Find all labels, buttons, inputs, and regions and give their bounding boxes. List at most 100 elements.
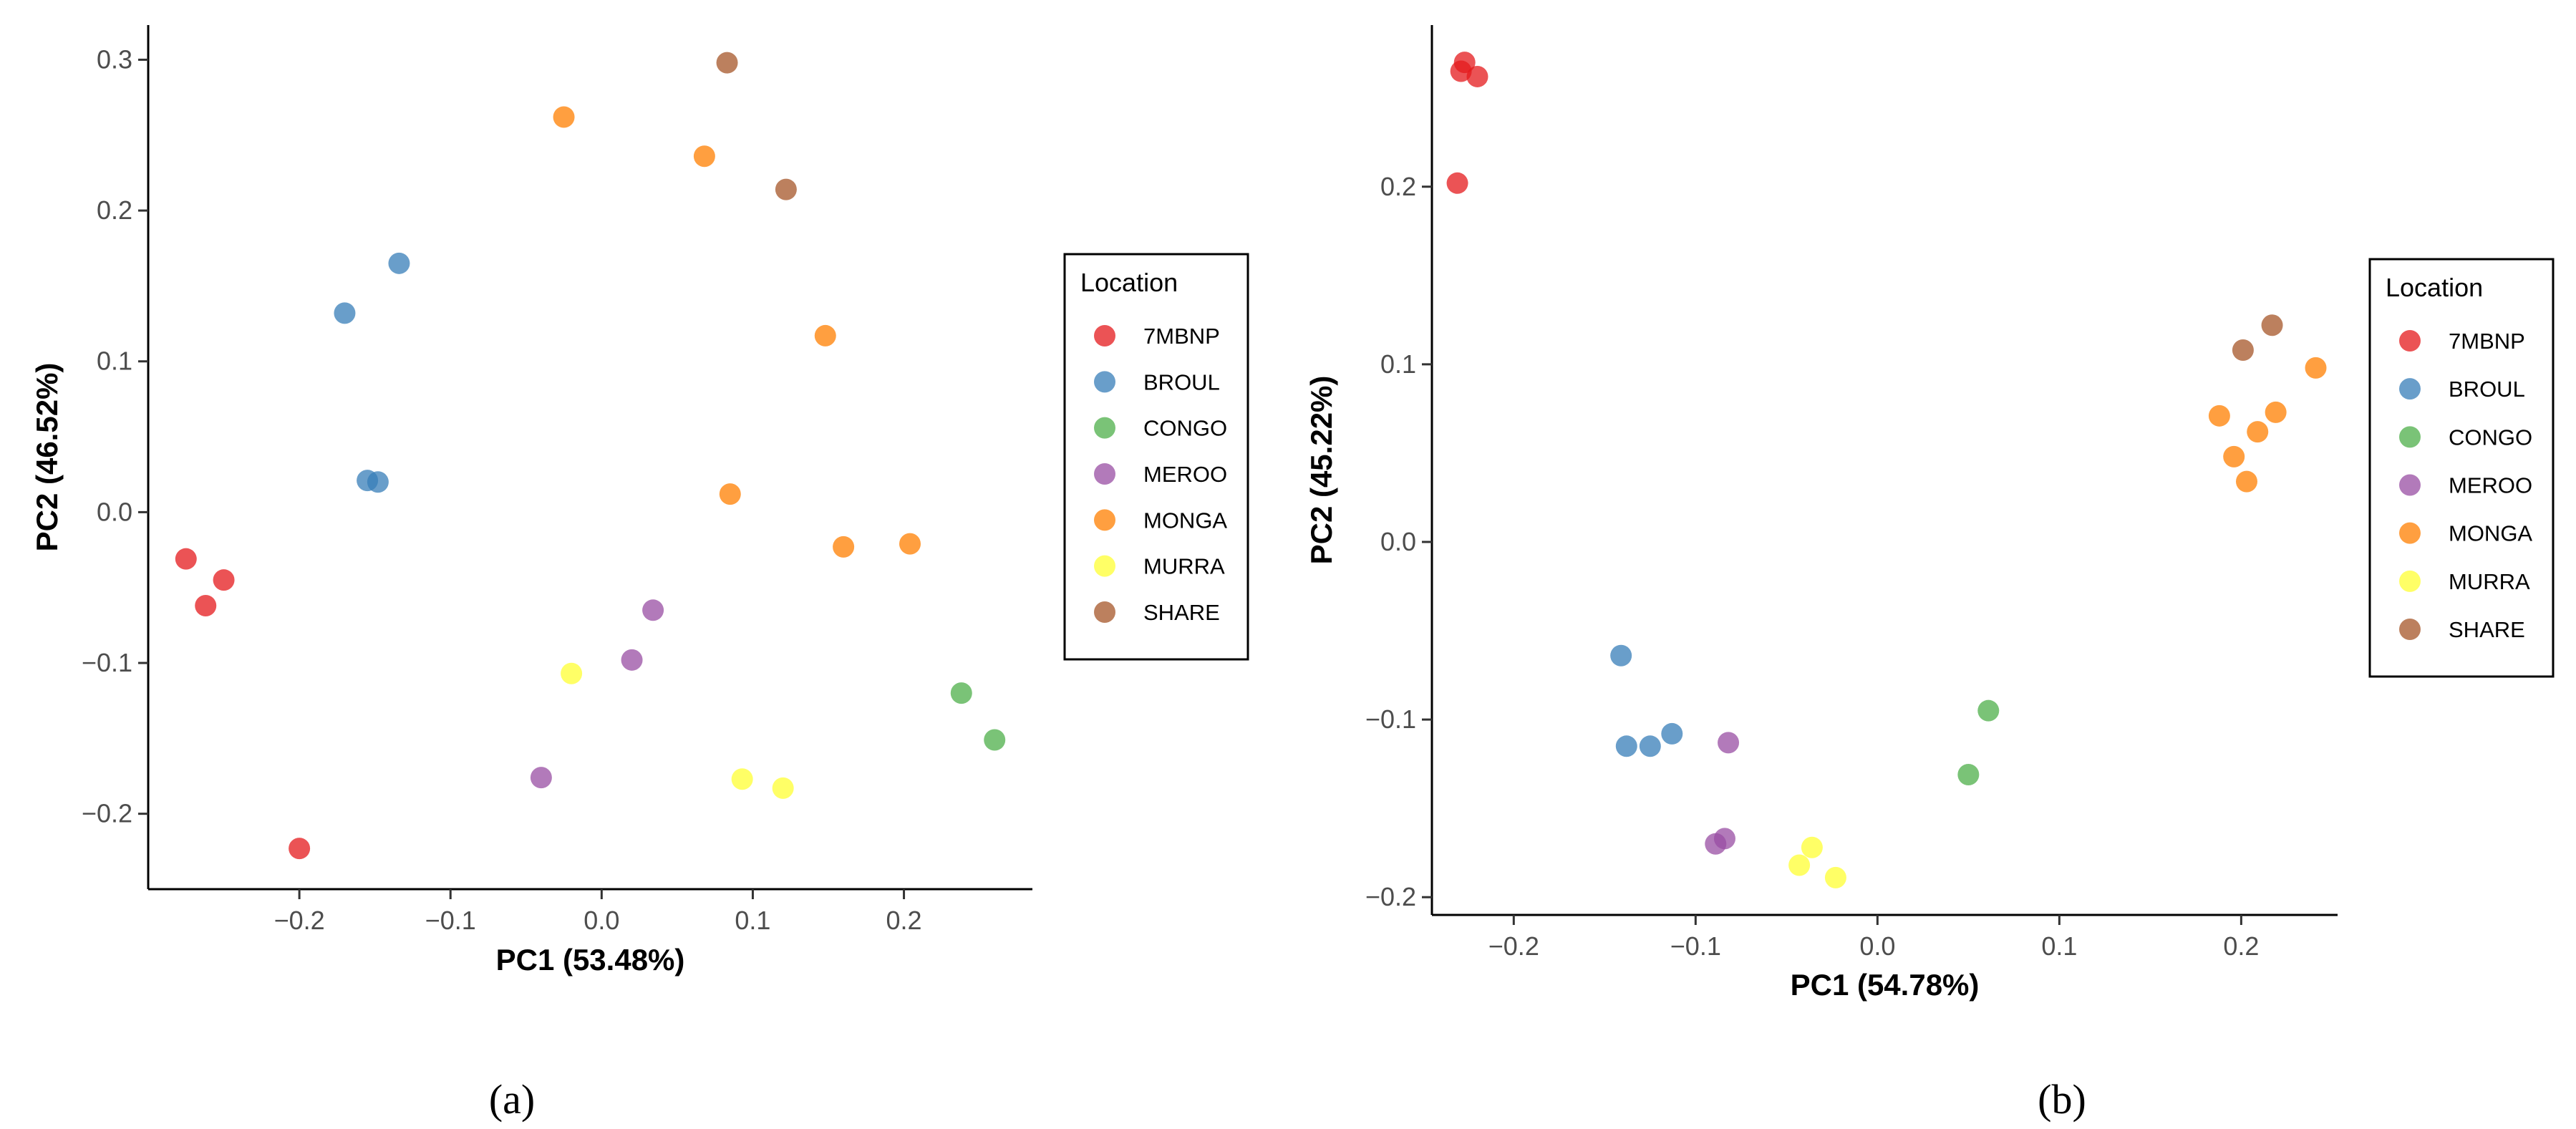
y-tick-label: 0.0 [97, 497, 132, 526]
data-point-broul [1661, 722, 1683, 745]
legend-swatch-meroo [1094, 463, 1115, 485]
data-point-7mbnp [289, 838, 311, 860]
y-axis-title: PC2 (46.52%) [30, 363, 64, 552]
x-tick-label: 0.2 [2223, 931, 2259, 961]
legend-label-congo: CONGO [2449, 425, 2532, 450]
legend-label-meroo: MEROO [1143, 462, 1227, 487]
legend-label-7mbnp: 7MBNP [1143, 324, 1220, 349]
x-tick-label: −0.2 [1488, 931, 1539, 961]
x-tick-label: 0.1 [2041, 931, 2077, 961]
x-tick-label: −0.1 [425, 906, 476, 935]
legend-label-broul: BROUL [2449, 377, 2525, 402]
data-point-murra [561, 662, 583, 684]
chart-panel-a: −0.2 −0.1 0.0 0.1 0.2 −0.2 −0.1 0.0 0.1 0.2 0.3 PC1… [30, 25, 1249, 1123]
x-tick-label: −0.1 [1670, 931, 1721, 961]
y-axis-title: PC2 (45.22%) [1304, 376, 1338, 565]
data-point-murra [1824, 866, 1846, 888]
legend: Location 7MBNP BROUL CONGO MEROO MONGA MURRA SH… [2368, 258, 2555, 678]
y-tick-label: −0.1 [82, 648, 132, 677]
data-point-broul [1615, 735, 1637, 757]
data-point-murra [772, 777, 794, 799]
legend-title: Location [1080, 268, 1178, 297]
data-point-congo [950, 682, 972, 704]
data-point-murra [731, 768, 753, 790]
legend-swatch-share [2399, 619, 2421, 640]
chart-panel-b: −0.2 −0.1 0.0 0.1 0.2 −0.2 −0.1 0.0 0.1 0.2 PC1 (5… [1304, 25, 2555, 1123]
y-tick-label: −0.1 [1365, 704, 1416, 734]
x-tick-label: 0.2 [886, 906, 922, 935]
legend-swatch-meroo [2399, 474, 2421, 496]
data-point-broul [1639, 735, 1661, 757]
legend-swatch-monga [2399, 522, 2421, 544]
data-point-broul [1610, 644, 1632, 667]
data-point-monga [2235, 470, 2257, 493]
y-tick-label: −0.2 [82, 799, 132, 828]
y-tick-label: 0.1 [1380, 349, 1416, 379]
data-point-7mbnp [195, 594, 217, 616]
y-tick-label: 0.3 [97, 44, 132, 74]
data-point-monga [2265, 401, 2287, 423]
legend-label-share: SHARE [1143, 600, 1220, 625]
panel-caption: (a) [489, 1076, 535, 1123]
data-point-monga [814, 324, 836, 347]
legend-box [1063, 253, 1249, 661]
legend-swatch-7mbnp [2399, 330, 2421, 352]
data-point-7mbnp [1466, 65, 1488, 87]
data-point-monga [2208, 404, 2230, 427]
data-point-monga [2223, 445, 2245, 467]
legend-label-monga: MONGA [2449, 521, 2532, 546]
legend-label-monga: MONGA [1143, 508, 1227, 533]
legend-swatch-broul [1094, 371, 1115, 393]
data-point-congo [1957, 763, 1980, 785]
data-point-monga [553, 106, 575, 128]
data-point-monga [2305, 357, 2327, 379]
data-point-congo [984, 729, 1006, 751]
data-point-meroo [642, 599, 664, 621]
y-tick-label: −0.2 [1365, 882, 1416, 911]
data-point-monga [693, 145, 715, 168]
data-point-share [775, 178, 797, 200]
data-point-broul [334, 302, 356, 324]
legend-swatch-congo [1094, 417, 1115, 439]
legend-swatch-share [1094, 601, 1115, 623]
data-point-share [2232, 339, 2254, 362]
legend-label-congo: CONGO [1143, 416, 1227, 441]
legend-label-broul: BROUL [1143, 369, 1220, 394]
data-point-monga [899, 533, 921, 555]
data-point-meroo [1705, 833, 1727, 855]
legend-swatch-murra [2399, 570, 2421, 592]
y-tick-label: 0.0 [1380, 527, 1416, 556]
data-point-meroo [1718, 732, 1740, 754]
data-point-monga [719, 483, 741, 505]
legend: Location 7MBNP BROUL CONGO MEROO MONGA MURRA SH… [1063, 253, 1249, 661]
legend-swatch-monga [1094, 509, 1115, 531]
legend-swatch-broul [2399, 378, 2421, 400]
x-tick-label: 0.0 [1859, 931, 1895, 961]
x-axis-title: PC1 (53.48%) [496, 943, 685, 977]
data-point-meroo [530, 767, 552, 789]
legend-label-meroo: MEROO [2449, 473, 2532, 498]
data-point-7mbnp [1446, 172, 1468, 194]
legend-label-7mbnp: 7MBNP [2449, 329, 2525, 354]
y-tick-label: 0.1 [97, 347, 132, 376]
data-point-murra [1788, 854, 1811, 876]
data-point-meroo [621, 649, 643, 671]
panel-caption: (b) [2038, 1076, 2086, 1123]
legend-label-murra: MURRA [1143, 554, 1225, 579]
legend-swatch-congo [2399, 426, 2421, 448]
x-tick-label: −0.2 [274, 906, 325, 935]
x-axis-title: PC1 (54.78%) [1791, 968, 1980, 1002]
y-tick-label: 0.2 [1380, 172, 1416, 201]
data-point-7mbnp [1450, 60, 1472, 82]
legend-swatch-7mbnp [1094, 325, 1115, 347]
data-point-congo [1977, 699, 2000, 722]
data-point-broul [388, 252, 410, 274]
x-tick-label: 0.1 [735, 906, 770, 935]
legend-label-share: SHARE [2449, 617, 2525, 642]
data-point-murra [1801, 836, 1823, 858]
legend-label-murra: MURRA [2449, 569, 2530, 594]
legend-box [2368, 258, 2555, 678]
data-point-7mbnp [213, 569, 235, 591]
